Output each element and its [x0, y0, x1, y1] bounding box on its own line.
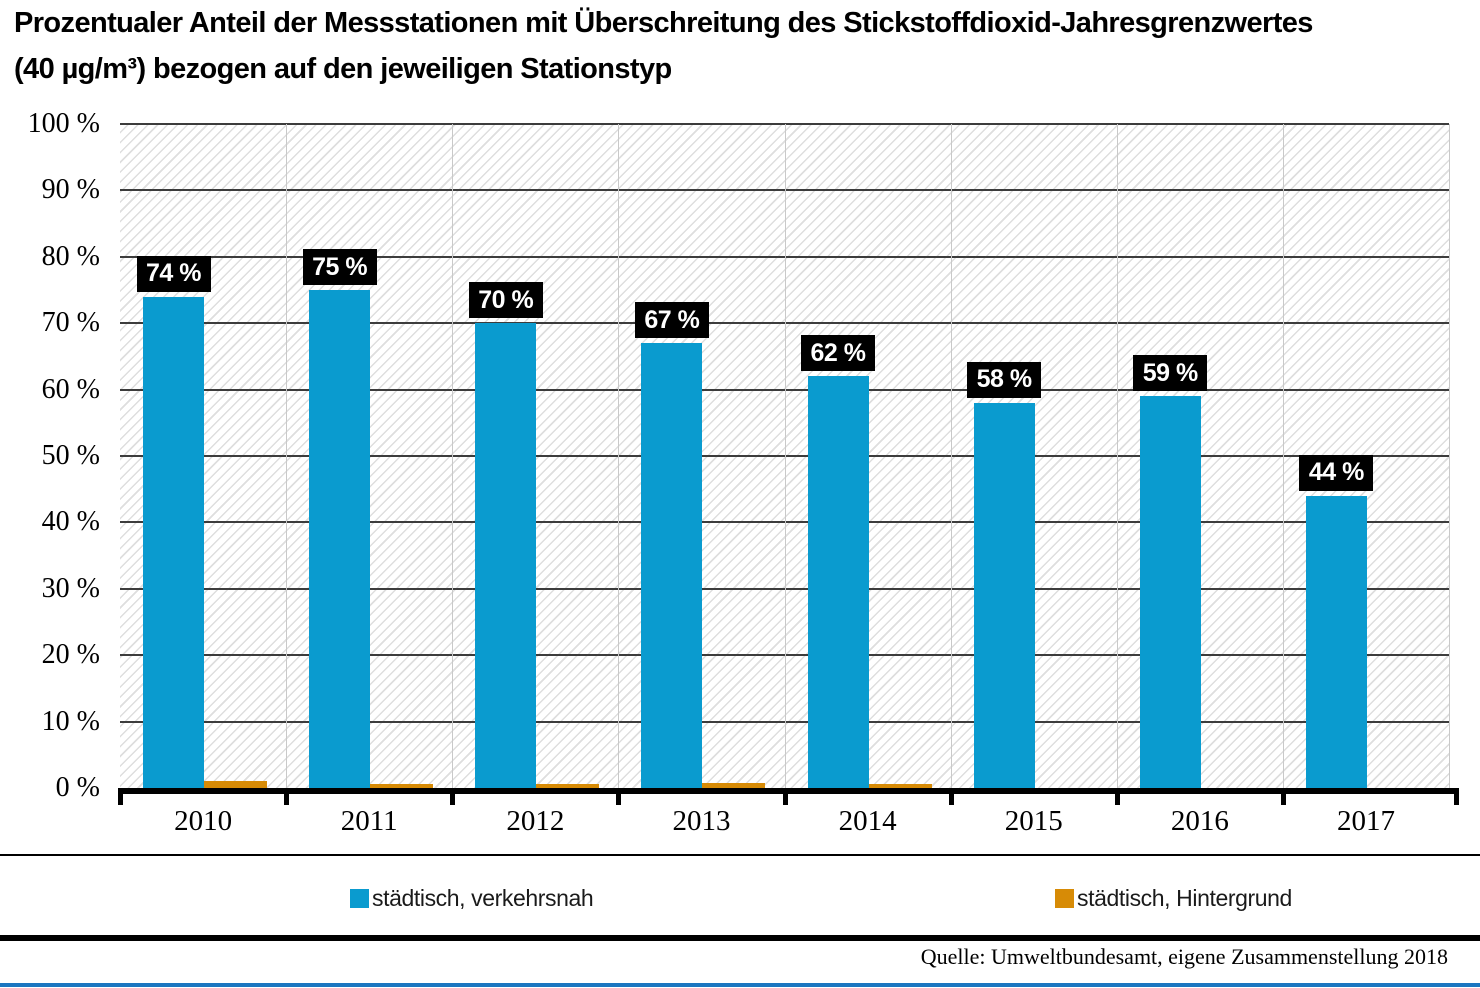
y-tick-label-20pct: 20 %	[41, 639, 100, 671]
x-tick-label-2010: 2010	[174, 805, 233, 837]
chart-title: Prozentualer Anteil der Messstationen mi…	[14, 0, 1464, 92]
bar-staedtisch-verkehrsnah-2012	[475, 323, 537, 788]
bar-staedtisch-hintergrund-2012	[536, 784, 600, 788]
chart-title-line1: Prozentualer Anteil der Messstationen mi…	[14, 7, 1313, 39]
group-separator	[1283, 124, 1284, 788]
y-tick-label-10pct: 10 %	[41, 705, 100, 737]
x-axis-tick	[284, 788, 290, 805]
group-separator	[1117, 124, 1118, 788]
x-tick-label-2017: 2017	[1336, 805, 1395, 837]
x-tick-label-2016: 2016	[1170, 805, 1229, 837]
group-separator	[618, 124, 619, 788]
bar-value-label-2014: 62 %	[801, 335, 875, 372]
bar-value-label-2016: 59 %	[1133, 355, 1208, 392]
bar-staedtisch-verkehrsnah-2013	[641, 343, 703, 788]
y-tick-label-50pct: 50 %	[41, 440, 100, 471]
gridline-40pct	[120, 521, 1449, 524]
bar-staedtisch-verkehrsnah-2011	[309, 290, 371, 788]
gridline-60pct	[120, 388, 1449, 391]
x-tick-label-2011: 2011	[340, 805, 398, 837]
group-separator	[452, 124, 453, 788]
chart-title-line2: (40 µg/m³) bezogen auf den jeweiligen St…	[14, 53, 672, 85]
gridline-30pct	[120, 587, 1449, 590]
y-tick-label-30pct: 30 %	[41, 572, 100, 604]
gridline-100pct	[120, 123, 1449, 125]
group-separator	[951, 124, 952, 788]
x-axis-tick	[948, 788, 954, 805]
x-tick-label-2015: 2015	[1004, 805, 1063, 837]
bar-value-label-2010: 74 %	[136, 255, 211, 292]
bar-staedtisch-hintergrund-2014	[868, 784, 932, 788]
x-tick-label-2012: 2012	[506, 805, 565, 837]
bar-staedtisch-hintergrund-2011	[370, 784, 434, 788]
bottom-accent-bar	[0, 983, 1480, 987]
gridline-10pct	[120, 720, 1449, 723]
gridline-50pct	[120, 455, 1449, 457]
x-axis-tick	[1454, 788, 1459, 805]
group-separator	[785, 124, 786, 788]
x-axis-tick	[1114, 788, 1120, 805]
y-tick-label-0pct: 0 %	[55, 772, 100, 803]
bar-value-label-2013: 67 %	[634, 302, 709, 339]
x-axis-tick	[1280, 788, 1286, 805]
bar-staedtisch-verkehrsnah-2010	[143, 296, 204, 788]
bar-staedtisch-hintergrund-2013	[702, 783, 766, 788]
legend-swatch-orange-icon	[1055, 888, 1074, 908]
group-separator	[286, 124, 287, 788]
x-axis-line	[120, 788, 1456, 794]
y-tick-label-70pct: 70 %	[41, 307, 100, 339]
bar-staedtisch-verkehrsnah-2016	[1139, 396, 1201, 788]
bar-staedtisch-verkehrsnah-2015	[973, 402, 1035, 788]
x-tick-label-2014: 2014	[838, 805, 897, 837]
bar-value-label-2015: 58 %	[967, 361, 1042, 398]
bar-staedtisch-verkehrsnah-2014	[807, 376, 869, 788]
x-axis-tick	[450, 788, 456, 805]
y-tick-label-40pct: 40 %	[41, 506, 100, 538]
y-tick-label-90pct: 90 %	[41, 174, 100, 206]
x-axis-tick	[782, 788, 788, 805]
gridline-80pct	[120, 255, 1449, 258]
x-axis-tick	[118, 788, 123, 805]
source-caption: Quelle: Umweltbundesamt, eigene Zusammen…	[920, 944, 1448, 969]
y-tick-label-60pct: 60 %	[41, 373, 100, 405]
bar-value-label-2017: 44 %	[1299, 454, 1374, 491]
bar-value-label-2012: 70 %	[468, 282, 543, 319]
x-axis-tick	[616, 788, 622, 805]
y-tick-label-100pct: 100 %	[27, 108, 100, 139]
gridline-20pct	[120, 654, 1449, 657]
gridline-70pct	[120, 322, 1449, 325]
bar-staedtisch-hintergrund-2010	[204, 780, 267, 788]
bar-value-label-2011: 75 %	[302, 249, 377, 285]
bar-staedtisch-verkehrsnah-2017	[1305, 495, 1367, 788]
legend-label-staedtisch-hintergrund: städtisch, Hintergrund	[1077, 884, 1292, 911]
legend-label-staedtisch-verkehrsnah: städtisch, verkehrsnah	[372, 884, 594, 911]
x-tick-label-2013: 2013	[672, 805, 731, 837]
gridline-90pct	[120, 189, 1449, 192]
legend-swatch-blue-icon	[350, 888, 369, 908]
legend-divider-line	[0, 854, 1480, 856]
y-tick-label-80pct: 80 %	[41, 240, 100, 272]
legend-item-staedtisch-verkehrsnah: städtisch, verkehrsnah	[350, 884, 594, 911]
legend-item-staedtisch-hintergrund: städtisch, Hintergrund	[1055, 884, 1292, 911]
footer-divider-line	[0, 935, 1480, 941]
